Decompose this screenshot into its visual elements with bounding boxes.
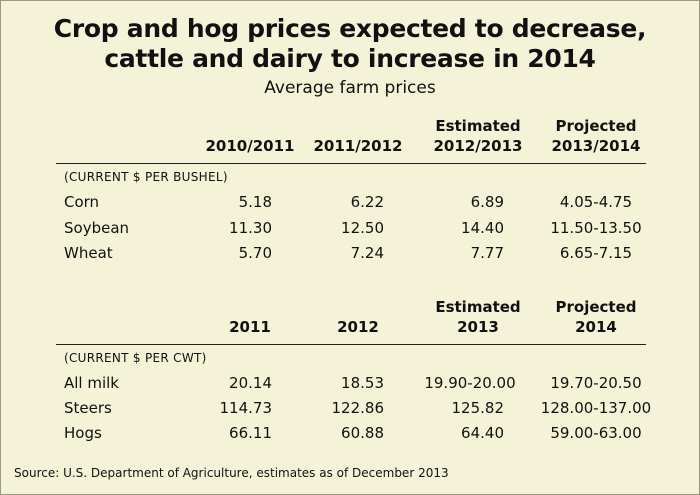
col-header-projected: Projected	[555, 117, 637, 135]
title-line-2: cattle and dairy to increase in 2014	[104, 44, 596, 73]
header-rule	[56, 163, 646, 164]
table-cell: 4.05-4.75	[559, 193, 633, 211]
table-cell: 19.90-20.00	[424, 374, 516, 392]
table-cell: 14.40	[461, 219, 504, 237]
table-cell: 122.86	[331, 399, 385, 417]
row-label-corn: Corn	[64, 193, 100, 211]
table-cell: 6.89	[470, 193, 504, 211]
table-cell: 64.40	[461, 424, 504, 442]
row-label-wheat: Wheat	[64, 244, 113, 262]
table-cell: 12.50	[341, 219, 384, 237]
unit-label: (CURRENT $ PER CWT)	[64, 351, 207, 365]
col-header-estimated: Estimated	[435, 117, 521, 135]
col-header-2012: 2012	[337, 318, 379, 336]
table-cell: 66.11	[229, 424, 272, 442]
row-label-steers: Steers	[64, 399, 112, 417]
row-label-soybean: Soybean	[64, 219, 130, 237]
table-cell: 11.50-13.50	[550, 219, 642, 237]
col-header-2011: 2011	[229, 318, 271, 336]
table-cell: 19.70-20.50	[550, 374, 642, 392]
subtitle: Average farm prices	[264, 78, 436, 98]
table-cell: 20.14	[229, 374, 272, 392]
source-note: Source: U.S. Department of Agriculture, …	[14, 466, 449, 480]
table-cell: 7.24	[350, 244, 384, 262]
col-header-2011-2012: 2011/2012	[313, 137, 403, 155]
row-label-all-milk: All milk	[64, 374, 119, 392]
col-header-2013: 2013	[457, 318, 499, 336]
table-cell: 59.00-63.00	[550, 424, 642, 442]
table-cell: 7.77	[470, 244, 504, 262]
table-cell: 5.18	[238, 193, 272, 211]
col-header-2014: 2014	[575, 318, 617, 336]
table-cell: 5.70	[238, 244, 272, 262]
table-cell: 128.00-137.00	[540, 399, 652, 417]
header-rule	[56, 344, 646, 345]
col-header-2013-2014: 2013/2014	[551, 137, 641, 155]
col-header-2012-2013: 2012/2013	[433, 137, 523, 155]
table-cell: 6.65-7.15	[559, 244, 633, 262]
table-cell: 11.30	[229, 219, 272, 237]
col-header-projected: Projected	[555, 298, 637, 316]
table-cell: 60.88	[341, 424, 384, 442]
row-label-hogs: Hogs	[64, 424, 102, 442]
col-header-2010-2011: 2010/2011	[205, 137, 295, 155]
table-cell: 18.53	[341, 374, 384, 392]
title-line-1: Crop and hog prices expected to decrease…	[53, 14, 647, 43]
table-cell: 6.22	[350, 193, 384, 211]
unit-label: (CURRENT $ PER BUSHEL)	[64, 170, 228, 184]
table-cell: 125.82	[451, 399, 505, 417]
table-cell: 114.73	[219, 399, 273, 417]
col-header-estimated: Estimated	[435, 298, 521, 316]
